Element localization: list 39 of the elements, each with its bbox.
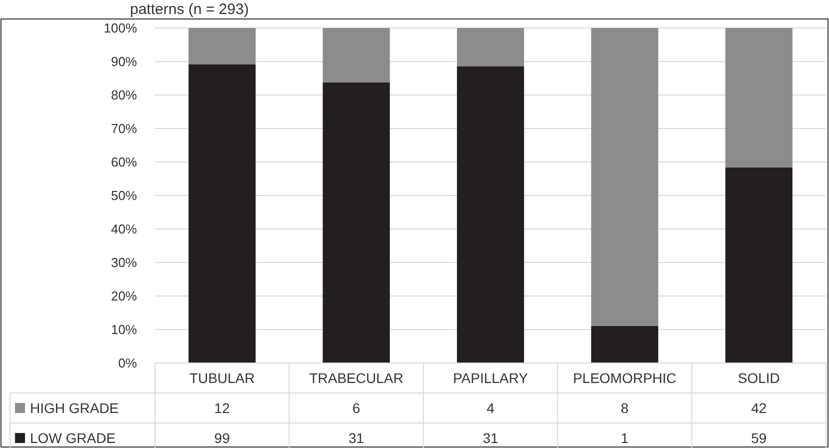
y-tick-label: 70%: [110, 121, 138, 136]
text: 12: [214, 400, 230, 416]
text: 8: [620, 400, 629, 416]
bar: [322, 28, 390, 82]
y-tick-label: 90%: [110, 54, 138, 70]
bar: [322, 82, 390, 363]
bar: [456, 66, 524, 363]
x-tick-label: PAPILLARY: [453, 370, 529, 386]
x-tick-label: PLEOMORPHIC: [572, 370, 676, 386]
bar: [725, 28, 792, 168]
bar: [456, 28, 524, 66]
text: 42: [751, 400, 767, 416]
y-tick-label: 60%: [110, 154, 138, 170]
x-tick-label: TUBULAR: [189, 370, 255, 386]
text: 31: [482, 430, 498, 446]
text: 99: [214, 430, 230, 446]
text: 31: [348, 430, 364, 446]
y-tick-label: 0%: [118, 356, 138, 371]
bar: [591, 326, 658, 363]
x-tick-label: SOLID: [738, 370, 780, 386]
y-tick-label: 50%: [110, 188, 138, 204]
bar: [188, 28, 256, 64]
bar: [188, 64, 256, 363]
x-tick-label: TRABECULAR: [309, 370, 404, 386]
y-tick-label: 100%: [104, 20, 138, 36]
legend-label: HIGH GRADE: [30, 400, 119, 416]
text: 59: [751, 430, 767, 446]
legend-label: LOW GRADE: [30, 430, 116, 446]
text: 6: [352, 400, 360, 416]
bar: [591, 28, 658, 326]
chart-title: patterns (n = 293): [130, 1, 249, 18]
y-tick-label: 80%: [110, 88, 138, 103]
y-tick-label: 10%: [110, 322, 138, 338]
bar: [725, 167, 792, 363]
y-tick-label: 20%: [110, 288, 138, 304]
text: 1: [620, 430, 629, 446]
text: 4: [486, 400, 495, 416]
y-tick-label: 40%: [110, 222, 138, 237]
y-tick-label: 30%: [110, 255, 138, 270]
